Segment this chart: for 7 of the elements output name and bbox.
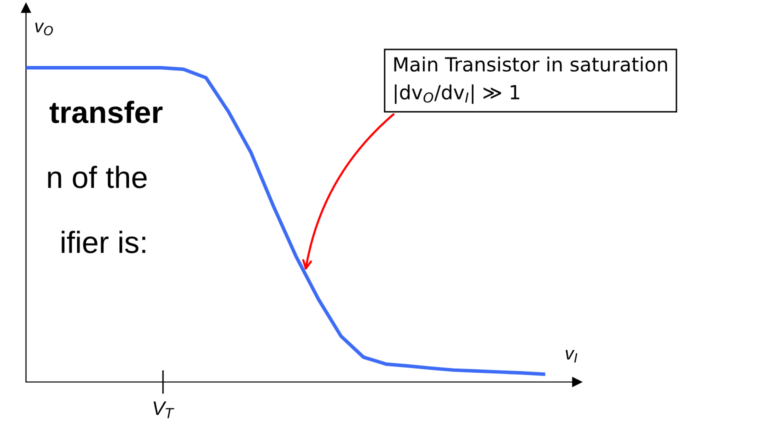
annotation: Main Transistor in saturation |dv$_{O}$/dv$_{I}$| ≫ 1 — [394, 56, 668, 104]
annotation: ifier is: — [62, 230, 146, 254]
annotation: transfer — [50, 100, 163, 124]
y-axis-title: v$_{O}$ — [35, 22, 53, 36]
text: V$_{T}$ — [154, 402, 174, 418]
x-axis-title: v$_{I}$ — [566, 350, 578, 362]
annotation: n of the — [48, 166, 147, 188]
